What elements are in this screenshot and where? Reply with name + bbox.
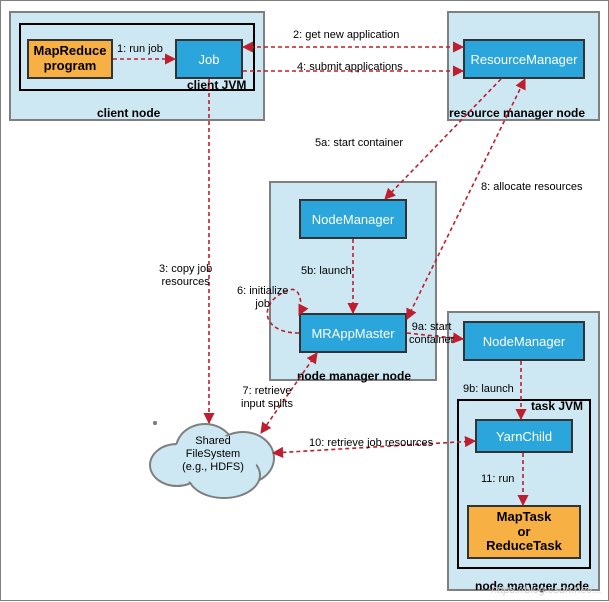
edge-label-e5b: 5b: launch [301, 265, 352, 278]
node-label: Job [199, 52, 220, 67]
yarnchild-node: YarnChild [475, 419, 573, 453]
edge-label-e3: 3: copy jobresources [159, 263, 212, 288]
task-jvm-label: task JVM [531, 399, 583, 413]
shared-fs-cloud: SharedFileSystem(e.g., HDFS) [153, 421, 273, 495]
node-manager-right-node: NodeManager [463, 321, 585, 361]
client-jvm-label: client JVM [187, 78, 246, 92]
nm-left-label: node manager node [297, 369, 411, 383]
node-label: MapTaskorReduceTask [486, 510, 562, 555]
node-manager-left-node: NodeManager [299, 199, 407, 239]
maptask-node: MapTaskorReduceTask [467, 505, 581, 559]
resource-manager-node: ResourceManager [463, 39, 585, 79]
edge-label-e1: 1: run job [117, 43, 163, 56]
edge-label-e9b: 9b: launch [463, 383, 514, 396]
edge-label-e8: 8: allocate resources [481, 181, 583, 194]
edge-label-e5a: 5a: start container [315, 137, 403, 150]
mapreduce-program-node: MapReduceprogram [27, 39, 113, 79]
rm-node-label: resource manager node [449, 106, 585, 120]
node-label: NodeManager [312, 212, 394, 227]
job-node: Job [175, 39, 243, 79]
edge-label-e10: 10: retrieve job resources [309, 437, 433, 450]
client-node-label: client node [97, 106, 160, 120]
node-label: YarnChild [496, 429, 552, 444]
cloud-label: SharedFileSystem(e.g., HDFS) [153, 435, 273, 475]
watermark: https://blog.csdn.net/... [491, 584, 602, 596]
edge-label-e2: 2: get new application [293, 29, 399, 42]
edge-label-e9a: 9a: startcontainer [409, 321, 454, 346]
edge-label-e11: 11: run [481, 473, 514, 486]
edge-label-e4: 4: submit applications [297, 61, 403, 74]
edge-label-e6: 6: initializejob [237, 285, 288, 310]
mrappmaster-node: MRAppMaster [299, 313, 407, 353]
node-label: NodeManager [483, 334, 565, 349]
node-label: ResourceManager [471, 52, 578, 67]
node-label: MapReduceprogram [34, 44, 107, 74]
edge-label-e7: 7: retrieveinput splits [241, 385, 293, 410]
node-label: MRAppMaster [311, 326, 394, 341]
